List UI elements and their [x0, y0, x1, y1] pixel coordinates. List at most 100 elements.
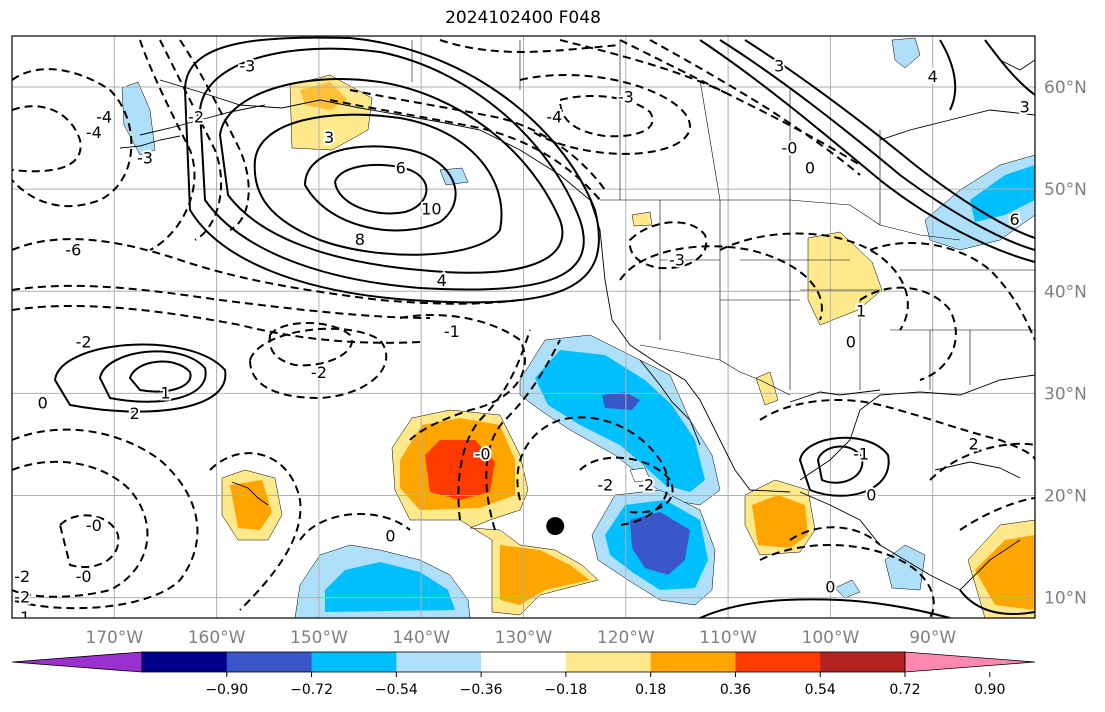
contour-label: 6: [396, 159, 406, 178]
contour-neg-ak-3: [139, 39, 196, 251]
contour-label: 2: [969, 434, 979, 453]
contour-label: -6: [65, 240, 81, 259]
anomaly-ltblue-10: [629, 467, 651, 483]
storm-position-marker: [546, 517, 565, 536]
anomaly-ltblue-8: [884, 544, 926, 591]
latitude-label: 30°N: [1044, 384, 1087, 404]
longitude-label: 160°W: [188, 628, 246, 648]
contour-pos-3: [198, 47, 585, 291]
colorbar-segment: [481, 652, 567, 672]
contour-labels: -4-4-3-2-3-6-2-2-1-2-2-1-00012361084-4-3…: [12, 55, 1032, 618]
map-title: 2024102400 F048: [445, 8, 601, 28]
longitude-label: 170°W: [85, 628, 143, 648]
contour-label: -2: [638, 475, 654, 494]
anomaly-ltblue-6: [891, 37, 921, 69]
contour-neg-n-8: [559, 39, 731, 96]
contour-neg-e-2: [628, 221, 708, 270]
contour-pos-6: [253, 113, 503, 256]
colorbar-tick-label: −0.72: [290, 682, 333, 698]
contour-label: -3: [137, 149, 153, 168]
coast-gulf: [789, 389, 881, 403]
colorbar-tick-label: 0.72: [889, 682, 920, 698]
contour-label: -0: [76, 567, 92, 586]
contour-neg-c-1: [457, 329, 531, 521]
contour-label: 4: [928, 67, 938, 86]
contour-neg-w-4: [12, 284, 431, 319]
map-frame: [11, 35, 1036, 619]
contour-label: -2: [597, 475, 613, 494]
contour-pos-8: [303, 145, 457, 232]
contour-label: -2: [76, 332, 92, 351]
contour-label: 1: [160, 383, 170, 402]
latitude-label: 60°N: [1044, 78, 1087, 98]
anomaly-midblue-1: [602, 392, 640, 410]
contour-pos-2: [183, 36, 600, 304]
colorbar-tick-label: 0.36: [720, 682, 751, 698]
height-contours: [53, 36, 1035, 618]
contour-label: 3: [1020, 97, 1030, 116]
anomaly-ltblue-1: [121, 81, 156, 156]
anomaly-blue-1: [535, 350, 705, 492]
aleutians: [119, 135, 181, 149]
colorbar-extend-low: [11, 651, 143, 673]
anomaly-red-1: [425, 440, 495, 500]
coast-central-america: [799, 491, 1021, 591]
contour-ne-6: [959, 589, 1035, 615]
contour-label: 8: [355, 230, 365, 249]
colorbar-segment: [311, 652, 397, 672]
anomaly-yellow-8: [631, 211, 653, 227]
contour-label: -0: [782, 138, 798, 157]
colorbar-segment: [565, 652, 652, 672]
contour-neg-s-4: [209, 452, 302, 611]
contour-neg-s-5: [299, 513, 411, 541]
anomaly-orange-5: [752, 495, 808, 548]
coast-hudson: [879, 109, 1035, 141]
latitude-label: 40°N: [1044, 282, 1087, 302]
contour-label: 3: [774, 57, 784, 76]
contour-neg-e-7: [759, 544, 935, 618]
contour-neg-n-4: [329, 99, 601, 201]
longitude-label: 100°W: [802, 628, 860, 648]
contour-label: -2: [311, 363, 327, 382]
contour-neg-c-2: [485, 339, 561, 531]
contour-label: 0: [825, 577, 835, 596]
contour-label: -3: [239, 57, 255, 76]
contour-neg-n-3: [439, 39, 621, 53]
contour-neg-s-2: [12, 460, 149, 598]
contour-neg-e-1: [619, 245, 823, 321]
contour-neg-mid-2: [248, 327, 388, 400]
contour-ne-2: [719, 39, 1035, 251]
contour-label: 3: [324, 128, 334, 147]
contour-pos-4: [218, 78, 564, 274]
colorbar-segment: [142, 652, 228, 672]
contour-label: -4: [86, 123, 102, 142]
contour-neg-w-1: [12, 68, 133, 208]
map-plot-area: -4-4-3-2-3-6-2-2-1-2-2-1-00012361084-4-3…: [12, 36, 1035, 618]
longitude-label: 130°W: [495, 628, 553, 648]
contour-label: -0: [86, 516, 102, 535]
contour-label: -4: [96, 108, 112, 127]
colorbar-tick-label: 0.90: [974, 682, 1005, 698]
anomaly-yellow-4: [807, 231, 883, 326]
contour-label: -2: [14, 567, 30, 586]
contour-label: -0: [475, 445, 491, 464]
coastlines: [119, 59, 1035, 591]
colorbar-tick-label: −0.90: [205, 682, 248, 698]
contour-pos-small-3: [53, 343, 227, 413]
political-borders: [411, 40, 1035, 396]
longitude-label: 110°W: [699, 628, 757, 648]
longitude-label: 90°W: [909, 628, 956, 648]
anomaly-yellow-5: [755, 371, 779, 406]
contour-label: -4: [546, 108, 562, 127]
contour-pos-gulf-1: [816, 445, 864, 484]
contour-neg-n-2: [558, 95, 654, 138]
contour-label: -2: [14, 588, 30, 607]
contour-label: 0: [846, 332, 856, 351]
contour-neg-n-5: [349, 89, 606, 191]
contour-neg-c-4: [579, 456, 674, 514]
contour-neg-e-4: [859, 286, 957, 381]
contour-neg-ak-1: [179, 39, 250, 231]
contour-label: 0: [805, 159, 815, 178]
contour-neg-n-6: [619, 39, 861, 166]
